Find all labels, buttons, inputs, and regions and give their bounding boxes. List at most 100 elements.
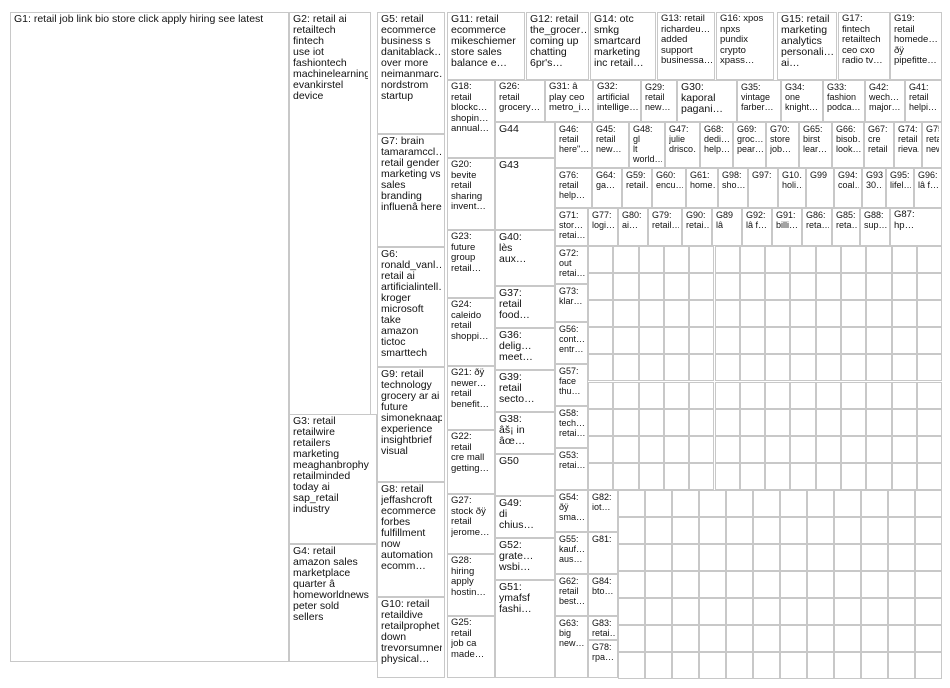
- group-box-g99: G99: [806, 168, 834, 208]
- group-box-small: [765, 462, 791, 490]
- group-box-small: [739, 408, 766, 436]
- group-box-small: [663, 462, 690, 490]
- group-box-small: [891, 273, 917, 301]
- group-box-small: [891, 381, 917, 409]
- group-box-small: [765, 327, 791, 355]
- group-box-small: [915, 544, 942, 571]
- group-box-small: [815, 354, 841, 382]
- group-box-small: [915, 571, 942, 598]
- group-box-g40: G40: lès aux…: [495, 230, 555, 286]
- group-box-g61: G61: home…: [686, 168, 718, 208]
- group-box-g14: G14: otc smkg smartcard marketing inc re…: [590, 12, 656, 80]
- group-box-small: [807, 544, 834, 571]
- group-box-small: [916, 381, 943, 409]
- group-box-small: [780, 625, 807, 652]
- group-box-g96: G96: lâ f…: [914, 168, 942, 208]
- group-box-small: [588, 246, 614, 274]
- group-box-g56: G56: cont… entr…: [555, 322, 588, 364]
- group-label: G41: retail helpi…: [909, 82, 938, 112]
- group-box-small: [699, 517, 726, 544]
- group-box-small: [613, 246, 639, 274]
- group-box-small: [891, 462, 917, 490]
- group-box-small: [815, 381, 841, 409]
- group-box-small: [765, 246, 791, 274]
- group-box-small: [613, 273, 639, 301]
- group-label: G54: ðÿ sma…: [559, 492, 585, 522]
- group-box-small: [841, 354, 867, 382]
- group-box-small: [714, 327, 740, 355]
- group-box-small: [645, 598, 672, 625]
- group-box-small: [807, 652, 834, 679]
- group-box-small: [588, 354, 614, 382]
- group-label: G86: reta…: [806, 210, 829, 230]
- group-box-g73: G73: klar…: [555, 284, 588, 322]
- group-box-g19: G19: retail homede… ðÿ pipefitte…: [890, 12, 942, 80]
- group-box-small: [891, 300, 917, 328]
- group-box-g29: G29: retail new…: [641, 80, 677, 122]
- group-box-g23: G23: future group retail…: [447, 230, 495, 298]
- group-box-small: [888, 625, 915, 652]
- group-box-small: [790, 408, 816, 436]
- group-box-g37: G37: retail food…: [495, 286, 555, 328]
- group-label: G50: [499, 456, 519, 467]
- group-box-g42: G42: wech… major…: [865, 80, 905, 122]
- group-box-g95: G95: lifel…: [886, 168, 914, 208]
- group-box-g74: G74: retail rieva…: [894, 122, 922, 168]
- group-box-small: [638, 273, 664, 301]
- group-box-small: [714, 462, 740, 490]
- group-box-small: [815, 246, 841, 274]
- group-box-small: [663, 246, 690, 274]
- group-box-small: [790, 273, 816, 301]
- group-label: G11: retail ecommerce mikeschiemer store…: [451, 14, 516, 69]
- group-label: G91: billi…: [776, 210, 799, 230]
- group-box-small: [807, 517, 834, 544]
- group-box-small: [699, 571, 726, 598]
- group-box-small: [638, 354, 664, 382]
- group-box-small: [689, 435, 715, 463]
- group-label: G76: retail help…: [559, 170, 586, 200]
- group-box-small: [689, 381, 715, 409]
- group-label: G20: bevite retail sharing invent…: [451, 160, 486, 212]
- group-box-small: [866, 408, 892, 436]
- group-box-small: [780, 652, 807, 679]
- group-box-small: [861, 625, 888, 652]
- group-label: G35: vintage farber…: [741, 82, 774, 112]
- group-box-small: [765, 381, 791, 409]
- group-box-g92: G92: lâ f…: [742, 208, 772, 246]
- group-label: G27: stock ðÿ retail jerome…: [451, 496, 490, 538]
- group-box-small: [834, 598, 861, 625]
- group-label: G98: sho…: [722, 170, 745, 190]
- group-label: G89 lâ: [716, 210, 734, 230]
- group-box-small: [726, 625, 753, 652]
- group-box-small: [726, 517, 753, 544]
- group-box-small: [861, 652, 888, 679]
- group-box-small: [714, 381, 740, 409]
- group-box-g97: G97:: [748, 168, 778, 208]
- group-box-small: [841, 408, 867, 436]
- group-label: G36: delig… meet…: [499, 330, 533, 363]
- group-box-small: [790, 354, 816, 382]
- group-box-small: [790, 327, 816, 355]
- group-label: G44: [499, 124, 519, 135]
- group-label: G7: brain tamaramccl… retail gender mark…: [381, 136, 442, 213]
- group-box-small: [739, 273, 766, 301]
- group-label: G82: iot…: [592, 492, 612, 512]
- group-box-g6: G6: ronald_vanl… retail ai artificialint…: [377, 247, 445, 367]
- group-box-small: [638, 300, 664, 328]
- group-box-g53: G53: retai…: [555, 448, 588, 490]
- group-label: G97:: [752, 170, 772, 180]
- group-box-small: [588, 381, 614, 409]
- group-box-small: [672, 544, 699, 571]
- group-box-small: [588, 273, 614, 301]
- group-box-small: [618, 625, 645, 652]
- group-box-small: [714, 300, 740, 328]
- group-box-small: [739, 462, 766, 490]
- group-box-small: [753, 544, 780, 571]
- group-label: G47: julie drisco…: [669, 124, 697, 154]
- group-box-g16: G16: xpos npxs pundix crypto xpass…: [716, 12, 774, 80]
- group-box-small: [739, 327, 766, 355]
- group-box-small: [866, 435, 892, 463]
- group-box-small: [891, 435, 917, 463]
- group-label: G30: kaporal pagani…: [681, 82, 724, 115]
- group-label: G87: hp…: [894, 210, 915, 231]
